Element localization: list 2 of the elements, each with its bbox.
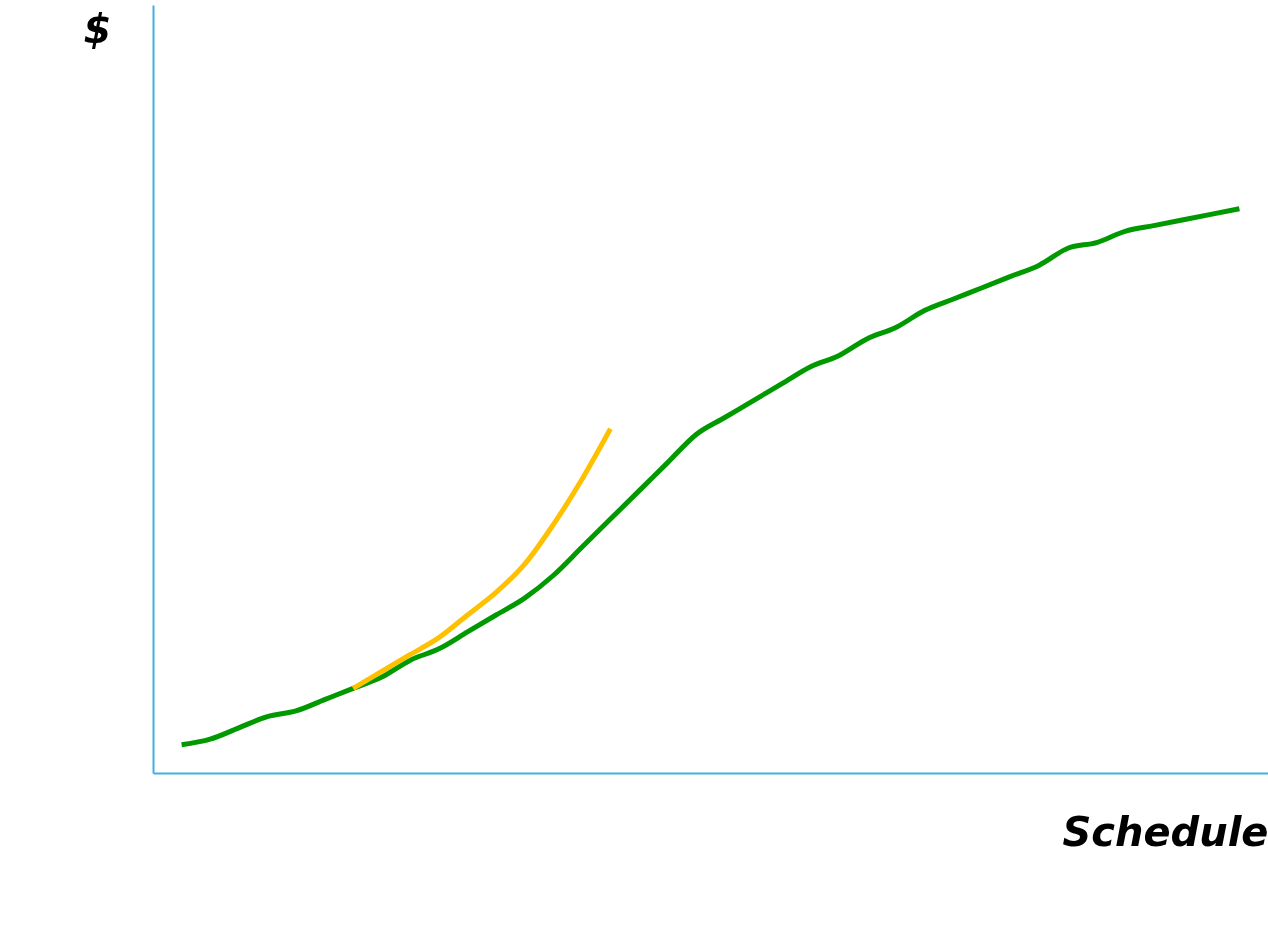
y-axis-title: $ (83, 5, 112, 52)
x-axis-title: Schedule (1062, 808, 1268, 855)
